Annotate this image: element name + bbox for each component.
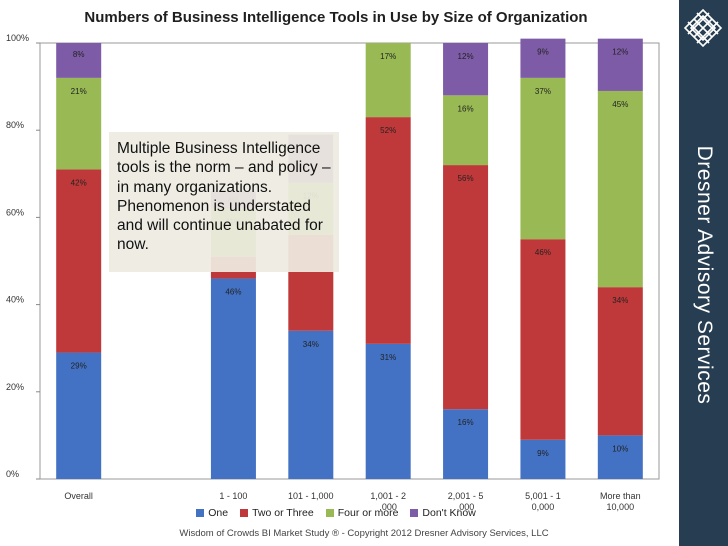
bar-segment — [520, 77, 566, 240]
y-tick-label: 80% — [6, 120, 24, 130]
data-label: 12% — [612, 48, 628, 57]
data-label: 9% — [537, 449, 549, 458]
bar-segment — [597, 287, 643, 436]
x-tick-label: More than — [600, 491, 641, 501]
bar-segment — [520, 439, 566, 479]
data-label: 52% — [380, 126, 396, 135]
brand-name: Dresner Advisory Services — [693, 145, 716, 405]
chart-area: 0% 20% 40% 60% 80% 100% Overall 1 - 100 101 - 1,… — [6, 33, 660, 512]
x-tick-label: ,000 — [457, 502, 475, 512]
plot-frame — [39, 42, 660, 480]
legend-item: Four or more — [325, 507, 399, 519]
bar-segment — [443, 165, 489, 410]
chart-legend: One Two or Three Four or more Don't Know — [0, 507, 672, 519]
data-label: 17% — [380, 52, 396, 61]
legend-label: Don't Know — [422, 507, 476, 519]
x-tick-label: 5,001 - 1 — [525, 491, 561, 501]
data-label: 29% — [71, 362, 87, 371]
bar-segment — [288, 330, 334, 479]
bar-segment — [597, 38, 643, 91]
data-label: 46% — [225, 287, 241, 296]
legend-item: Don't Know — [410, 507, 476, 519]
callout-annotation: Multiple Business Intelligence tools is … — [109, 132, 339, 272]
bar-segment — [597, 90, 643, 288]
y-tick-label: 60% — [6, 207, 24, 217]
data-label: 34% — [612, 296, 628, 305]
bar-segment — [365, 117, 411, 344]
bar-segment — [597, 435, 643, 479]
y-tick-label: 0% — [6, 469, 19, 479]
chart-title: Numbers of Business Intelligence Tools i… — [84, 9, 588, 26]
x-tick-label: 1 - 100 — [219, 491, 247, 501]
data-label: 31% — [380, 353, 396, 362]
legend-label: One — [208, 507, 229, 519]
data-label: 56% — [458, 174, 474, 183]
brand-sidebar — [679, 0, 728, 546]
legend-swatch — [196, 509, 205, 517]
bar-segment — [56, 43, 102, 78]
legend-swatch — [240, 509, 249, 517]
x-tick-label: 1,001 - 2 — [370, 491, 406, 501]
legend-item: Two or Three — [240, 507, 314, 519]
data-label: 12% — [458, 52, 474, 61]
x-tick-label: Overall — [64, 491, 93, 501]
data-label: 42% — [71, 178, 87, 187]
data-label: 34% — [303, 340, 319, 349]
x-tick-label: ,000 — [379, 502, 397, 512]
bar-segment — [365, 43, 411, 118]
bar-segment — [56, 77, 102, 170]
y-tick-label: 20% — [6, 382, 24, 392]
x-tick-label: 101 - 1,000 — [288, 491, 334, 501]
bar-segment — [443, 95, 489, 166]
y-tick-label: 40% — [6, 295, 24, 305]
legend-swatch — [410, 509, 419, 517]
data-label: 10% — [612, 444, 628, 453]
legend-item: One — [196, 507, 228, 519]
bar-segment — [443, 43, 489, 96]
data-label: 37% — [535, 87, 551, 96]
bar-segment — [210, 278, 256, 479]
copyright-footer: Wisdom of Crowds BI Market Study ® - Cop… — [179, 528, 549, 539]
bar-segment — [56, 352, 102, 479]
legend-label: Two or Three — [252, 507, 314, 519]
data-label: 9% — [537, 48, 549, 57]
data-label: 21% — [71, 87, 87, 96]
data-label: 46% — [535, 248, 551, 257]
bar-segment — [56, 169, 102, 353]
data-label: 8% — [73, 50, 85, 59]
bar-segment — [365, 343, 411, 479]
bar-segment — [443, 409, 489, 479]
x-tick-label: 10,000 — [607, 502, 635, 512]
legend-swatch — [325, 509, 334, 517]
y-tick-label: 100% — [6, 33, 29, 43]
x-tick-label: 0,000 — [532, 502, 555, 512]
bar-segment — [520, 239, 566, 440]
data-label: 16% — [458, 104, 474, 113]
data-label: 16% — [458, 418, 474, 427]
knot-logo-icon — [683, 8, 723, 48]
data-label: 45% — [612, 100, 628, 109]
x-tick-label: 2,001 - 5 — [448, 491, 484, 501]
legend-label: Four or more — [337, 507, 399, 519]
bar-segment — [520, 38, 566, 78]
